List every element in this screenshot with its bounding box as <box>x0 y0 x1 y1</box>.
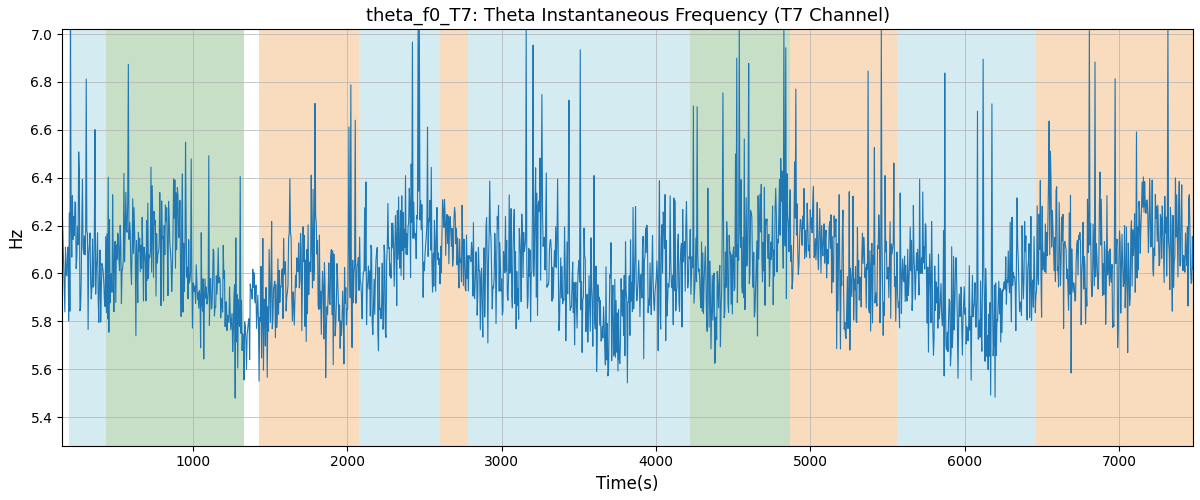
Bar <box>259 30 360 446</box>
Bar <box>106 30 244 446</box>
Bar <box>360 30 439 446</box>
Bar <box>790 30 896 446</box>
Bar <box>468 30 668 446</box>
Bar <box>439 30 468 446</box>
Title: theta_f0_T7: Theta Instantaneous Frequency (T7 Channel): theta_f0_T7: Theta Instantaneous Frequen… <box>366 7 889 25</box>
Bar <box>1036 30 1193 446</box>
Bar <box>690 30 790 446</box>
Bar <box>70 30 106 446</box>
Bar <box>896 30 1036 446</box>
X-axis label: Time(s): Time(s) <box>596 475 659 493</box>
Bar <box>668 30 690 446</box>
Y-axis label: Hz: Hz <box>7 227 25 248</box>
